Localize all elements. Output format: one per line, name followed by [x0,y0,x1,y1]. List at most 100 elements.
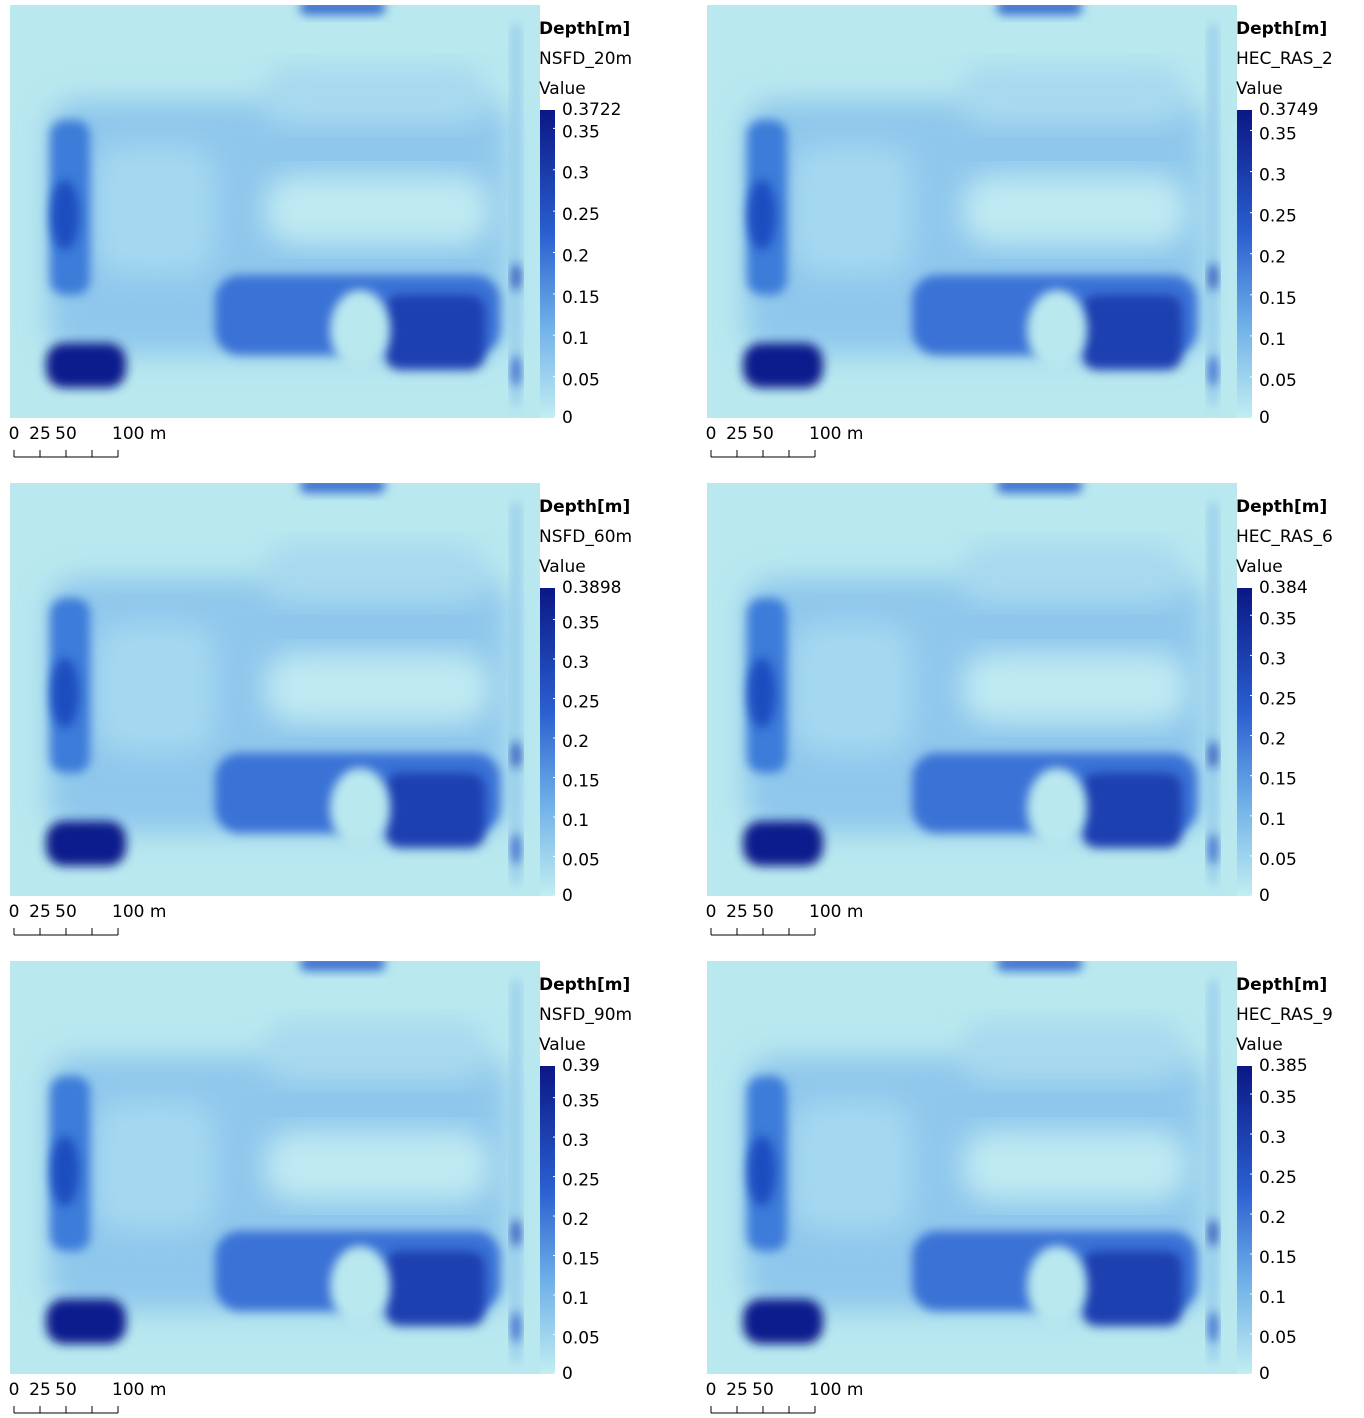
colorbar-tick-label: 0 [562,408,573,428]
scale-label: 50 [55,1380,77,1400]
depth-map [10,0,540,418]
depth-area [997,478,1082,493]
colorbar-tick-label: 0.25 [1259,1168,1297,1188]
legend-title: Depth[m] [539,19,630,39]
depth-area [748,180,776,250]
legend-label: Value [1236,1035,1283,1055]
depth-area [792,145,912,275]
depth-area [51,1136,79,1206]
panel: Depth[m]NSFD_90mValue0.3900.050.10.150.2… [9,956,632,1413]
colorbar-tick-label: 0.35 [1259,609,1297,629]
legend-name-wrap: HEC_RAS_90 [1236,1005,1344,1025]
depth-area [997,956,1082,971]
colorbar-tick-label: 0.35 [1259,1088,1297,1108]
depth-area [1082,295,1182,370]
scale-label: 25 [29,424,51,444]
depth-area [1209,741,1217,769]
scale-label: 0 [706,424,717,444]
depth-area [300,0,385,15]
legend-title: Depth[m] [539,497,630,517]
colorbar-tick-label: 0.1 [1259,810,1286,830]
depth-area [330,1246,390,1326]
depth-area [512,25,520,405]
depth-area [792,623,912,753]
legend-name-wrap: HEC_RAS_60 [1236,527,1344,547]
colorbar-tick-label: 0.2 [562,1210,589,1230]
depth-area [748,658,776,728]
depth-area [512,741,520,769]
depth-area [1209,981,1217,1361]
colorbar [540,588,555,896]
colorbar-max-label: 0.39 [562,1056,600,1076]
colorbar-max-label: 0.384 [1259,578,1308,598]
depth-area [962,1021,1182,1081]
depth-area [1209,1219,1217,1247]
depth-area [792,1101,912,1231]
depth-area [1082,1251,1182,1326]
scale-label: 50 [55,902,77,922]
depth-area [512,981,520,1361]
scale-label: 0 [706,902,717,922]
legend-label: Value [1236,557,1283,577]
scale-label: 25 [29,902,51,922]
colorbar-tick-label: 0 [562,886,573,906]
depth-area [512,355,520,387]
depth-area [1209,25,1217,405]
scale-label: 50 [55,424,77,444]
colorbar-tick-label: 0.3 [562,164,589,184]
depth-area [265,65,485,125]
colorbar-tick-label: 0.1 [1259,1288,1286,1308]
colorbar-tick-label: 0 [562,1364,573,1384]
depth-area [512,263,520,291]
scale-label: 25 [726,424,748,444]
depth-area [748,1136,776,1206]
colorbar-tick-label: 0.15 [1259,770,1297,790]
depth-area [512,503,520,883]
depth-area [51,180,79,250]
colorbar-tick-label: 0.15 [1259,1248,1297,1268]
legend-name: NSFD_20m [539,49,632,69]
scale-label: 50 [752,424,774,444]
colorbar [540,110,555,418]
colorbar-tick-label: 0.1 [562,329,589,349]
scale-label: 0 [706,1380,717,1400]
depth-area [265,1131,490,1201]
legend-name: HEC_RAS_90 [1236,1005,1344,1025]
colorbar-tick-label: 0.15 [562,288,600,308]
colorbar-tick-label: 0 [1259,1364,1270,1384]
colorbar [1237,1066,1252,1374]
depth-map [10,956,540,1374]
colorbar-tick-label: 0.2 [1259,248,1286,268]
colorbar-tick-label: 0.2 [562,246,589,266]
scale-label: 0 [9,1380,20,1400]
scale-label: 50 [752,902,774,922]
colorbar [1237,110,1252,418]
legend-name-wrap: HEC_RAS_20 [1236,49,1344,69]
depth-area [265,175,490,245]
depth-area [265,543,485,603]
colorbar-tick-label: 0.1 [1259,330,1286,350]
legend-label: Value [539,557,586,577]
depth-area [962,543,1182,603]
colorbar [1237,588,1252,896]
colorbar-tick-label: 0 [1259,408,1270,428]
depth-area [46,343,126,388]
depth-area [300,478,385,493]
depth-area [962,175,1187,245]
depth-area [962,65,1182,125]
panel: Depth[m]NSFD_20mValue0.372200.050.10.150… [9,0,632,457]
colorbar-tick-label: 0 [1259,886,1270,906]
depth-area [265,1021,485,1081]
legend-label: Value [1236,79,1283,99]
depth-map [10,478,540,896]
colorbar-tick-label: 0.25 [562,205,600,225]
depth-area [300,956,385,971]
depth-area [997,0,1082,15]
colorbar-tick-label: 0.05 [562,1329,600,1349]
scale-label: 100 m [809,424,863,444]
legend-name-wrap: NSFD_20m [539,49,632,69]
depth-area [1209,1311,1217,1343]
depth-area [95,623,215,753]
colorbar-tick-label: 0.3 [1259,1128,1286,1148]
scale-label: 100 m [809,902,863,922]
